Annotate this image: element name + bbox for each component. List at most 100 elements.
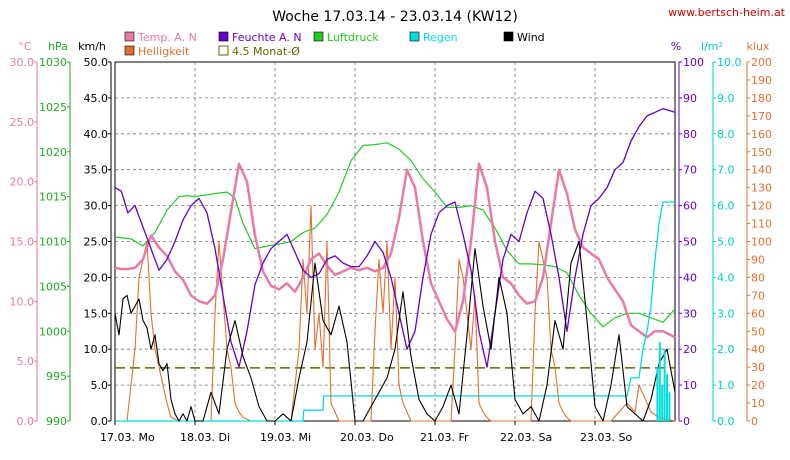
tick-label-wind: 0.0 [91,415,109,428]
tick-label-rain: 4.0 [717,271,735,284]
x-axis-labels: 17.03. Mo 18.03. Di 19.03. Mi 20.03. Do 21.0… [100,421,632,444]
tick-label-rain: 5.0 [717,236,735,249]
series-line-temp-a-n [114,162,676,339]
legend-item: Temp. A. N [124,31,197,44]
rain-bar [658,342,661,421]
rain-bar [663,349,666,421]
tick-label-wind: 40.0 [84,128,109,141]
tick-label-temp: 5.0 [17,355,35,368]
axis-unit-light: klux [747,40,770,53]
tick-label-light: 100 [751,236,772,249]
tick-label-pressure: 1005 [39,280,67,293]
tick-label-temp: 25.0 [10,116,35,129]
legend-label: Regen [423,31,458,44]
rain-bar [661,385,664,421]
x-tick-label: 17.03. Mo [100,431,155,444]
legend-swatch [503,31,514,42]
tick-label-pressure: 1000 [39,325,67,338]
x-tick-label: 19.03. Mi [260,431,311,444]
tick-label-humidity: 0 [683,415,690,428]
legend-label: Temp. A. N [137,31,197,44]
tick-label-light: 60 [751,307,765,320]
tick-label-light: 0 [751,415,758,428]
tick-label-wind: 35.0 [84,164,109,177]
tick-label-light: 10 [751,397,765,410]
tick-label-wind: 25.0 [84,236,109,249]
axis-unit-humidity: % [671,40,681,53]
tick-label-pressure: 990 [46,415,67,428]
tick-label-light: 90 [751,253,765,266]
x-tick-label: 18.03. Di [180,431,230,444]
axis-unit-pressure: hPa [48,40,68,53]
tick-label-light: 20 [751,379,765,392]
legend-swatch [409,31,420,42]
tick-label-pressure: 995 [46,370,67,383]
tick-label-wind: 45.0 [84,92,109,105]
tick-label-rain: 9.0 [717,92,735,105]
tick-label-temp: 15.0 [10,236,35,249]
legend-item: 4.5 Monat-Ø [218,45,300,58]
legend-swatch [124,45,135,56]
legend-item: Regen [409,31,458,44]
series-line-luftdruck [114,142,676,328]
legend-label: Helligkeit [138,45,190,58]
axes: °C0.05.010.015.020.025.030.0hPa990995100… [10,40,773,428]
legend-swatch [218,45,229,56]
legend-item: Helligkeit [124,45,190,58]
tick-label-wind: 30.0 [84,200,109,213]
legend-swatch [124,31,135,42]
tick-label-light: 200 [751,56,772,69]
tick-label-light: 150 [751,146,772,159]
tick-label-rain: 0.0 [717,415,735,428]
tick-label-humidity: 40 [683,271,697,284]
x-tick-label: 22.03. Sa [500,431,552,444]
x-tick-label: 23.03. So [580,431,632,444]
plot-area [114,61,676,422]
tick-label-light: 80 [751,271,765,284]
tick-label-temp: 30.0 [10,56,35,69]
legend-item: Luftdruck [313,31,379,44]
tick-label-humidity: 50 [683,236,697,249]
tick-label-humidity: 20 [683,343,697,356]
legend-label: 4.5 Monat-Ø [232,45,300,58]
credit-text: www.bertsch-heim.at [668,6,786,19]
tick-label-light: 160 [751,128,772,141]
x-tick-label: 21.03. Fr [420,431,469,444]
tick-label-light: 120 [751,200,772,213]
tick-label-pressure: 1015 [39,191,67,204]
tick-label-light: 50 [751,325,765,338]
tick-label-light: 190 [751,74,772,87]
tick-label-pressure: 1025 [39,101,67,114]
tick-label-temp: 0.0 [17,415,35,428]
tick-label-rain: 2.0 [717,343,735,356]
axis-unit-temp: °C [18,40,32,53]
tick-label-light: 170 [751,110,772,123]
rain-bar [656,367,659,421]
legend-label: Wind [517,31,545,44]
tick-label-humidity: 100 [683,56,704,69]
legend-swatch [313,31,324,42]
tick-label-light: 130 [751,182,772,195]
rain-bar [668,392,671,421]
tick-label-wind: 10.0 [84,343,109,356]
tick-label-light: 40 [751,343,765,356]
tick-label-light: 70 [751,289,765,302]
tick-label-wind: 5.0 [91,379,109,392]
tick-label-rain: 3.0 [717,307,735,320]
tick-label-humidity: 10 [683,379,697,392]
tick-label-humidity: 30 [683,307,697,320]
tick-label-pressure: 1020 [39,146,67,159]
tick-label-rain: 6.0 [717,200,735,213]
tick-label-humidity: 90 [683,92,697,105]
legend-item: Feuchte A. N [218,31,302,44]
tick-label-pressure: 1010 [39,236,67,249]
legend-swatch [218,31,229,42]
axis-unit-rain: l/m² [701,40,723,53]
tick-label-rain: 1.0 [717,379,735,392]
tick-label-pressure: 1030 [39,56,67,69]
chart-title: Woche 17.03.14 - 23.03.14 (KW12) [272,9,518,25]
tick-label-light: 180 [751,92,772,105]
tick-label-humidity: 70 [683,164,697,177]
